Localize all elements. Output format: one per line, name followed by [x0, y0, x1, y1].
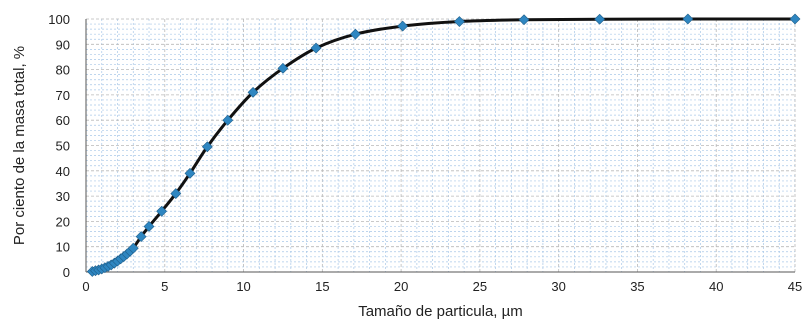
- data-point-marker: [135, 231, 147, 243]
- x-tick-label: 0: [82, 279, 89, 294]
- x-tick-label: 35: [630, 279, 644, 294]
- x-tick-label: 25: [473, 279, 487, 294]
- y-tick-label: 20: [56, 214, 70, 229]
- x-tick-label: 10: [236, 279, 250, 294]
- data-point-marker: [247, 86, 259, 98]
- x-tick-label: 20: [394, 279, 408, 294]
- axes: [85, 19, 795, 273]
- data-point-marker: [518, 14, 530, 26]
- x-tick-label: 45: [788, 279, 802, 294]
- data-point-marker: [397, 20, 409, 32]
- y-tick-label: 40: [56, 164, 70, 179]
- y-tick-label: 80: [56, 63, 70, 78]
- y-tick-label: 30: [56, 189, 70, 204]
- x-tick-label: 15: [315, 279, 329, 294]
- y-tick-label: 0: [63, 265, 70, 280]
- data-point-marker: [127, 242, 139, 254]
- y-tick-label: 90: [56, 37, 70, 52]
- data-point-marker: [184, 167, 196, 179]
- data-points: [86, 13, 801, 277]
- data-point-marker: [156, 205, 168, 217]
- grid: [86, 18, 796, 272]
- y-tick-label: 60: [56, 113, 70, 128]
- x-tick-label: 30: [551, 279, 565, 294]
- data-point-marker: [682, 13, 694, 25]
- data-point-marker: [143, 221, 155, 232]
- y-tick-label: 50: [56, 139, 70, 154]
- data-point-marker: [310, 42, 322, 54]
- y-tick-labels: 0 10 20 30 40 50 60 70 80 90 100: [48, 12, 70, 280]
- data-point-marker: [349, 28, 361, 40]
- x-tick-label: 5: [161, 279, 168, 294]
- y-tick-label: 100: [48, 12, 70, 27]
- data-point-marker: [201, 141, 213, 153]
- data-point-marker: [222, 114, 234, 126]
- data-point-marker: [170, 188, 182, 199]
- y-axis-title: Por ciento de la masa total, %: [11, 46, 28, 245]
- data-point-marker: [789, 13, 801, 25]
- x-tick-label: 40: [709, 279, 723, 294]
- y-tick-label: 70: [56, 88, 70, 103]
- data-point-marker: [594, 13, 606, 25]
- data-point-marker: [453, 16, 465, 27]
- data-point-marker: [277, 62, 289, 74]
- x-tick-labels: 0 5 10 15 20 25 30 35 40 45: [82, 279, 802, 294]
- y-tick-label: 10: [56, 240, 70, 255]
- x-axis-title: Tamaño de particula, µm: [358, 303, 523, 320]
